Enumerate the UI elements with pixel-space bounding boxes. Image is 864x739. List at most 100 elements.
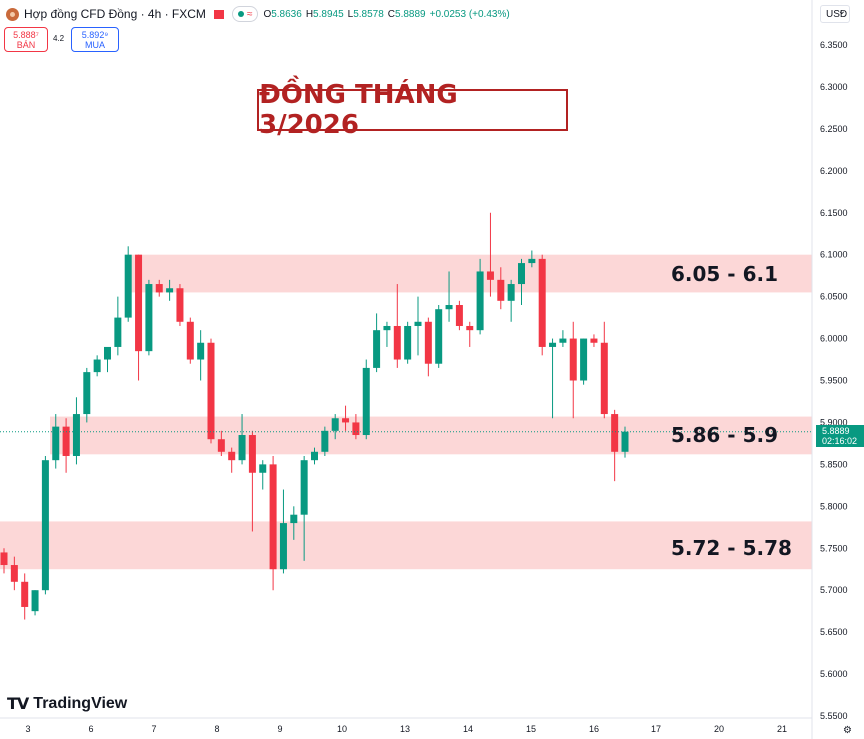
settings-icon[interactable]: ⚙	[843, 725, 852, 736]
price-tick-6: 5.8500	[820, 459, 848, 469]
time-tick-3: 8	[214, 724, 219, 734]
candle-29	[300, 455, 308, 561]
candle-28	[290, 506, 298, 540]
candle-35	[362, 359, 370, 440]
countdown-value: 02:16:02	[822, 436, 858, 446]
low-value: 5.8578	[353, 8, 384, 20]
zone-label-high: 6.05 - 6.1	[671, 262, 779, 286]
time-tick-10: 17	[651, 724, 661, 734]
last-price-value: 5.8889	[822, 426, 850, 436]
candle-58	[600, 321, 608, 419]
change-value: +0.0253 (+0.43%)	[429, 8, 510, 20]
market-open-dot-icon	[237, 11, 244, 17]
candle-21	[217, 430, 225, 456]
time-tick-7: 14	[463, 724, 473, 734]
spread-value: 4.2	[53, 34, 65, 43]
wave-icon: ≈	[246, 8, 253, 20]
candle-20	[207, 338, 215, 444]
close-value: 5.8889	[395, 8, 426, 20]
price-tick-14: 6.2500	[820, 124, 848, 134]
candle-33	[342, 405, 350, 431]
market-status-pill[interactable]: ≈	[231, 6, 259, 22]
tradingview-logo[interactable]: 𝗧𝗩 TradingView	[7, 694, 127, 714]
sell-button[interactable]: 5.888⁷ BÁN	[4, 27, 48, 52]
time-tick-5: 10	[337, 724, 347, 734]
price-zones	[0, 254, 812, 570]
candle-57	[590, 334, 598, 347]
candle-7	[72, 397, 80, 465]
candle-37	[383, 321, 391, 347]
brand-name: TradingView	[33, 695, 128, 712]
price-tick-2: 5.6500	[820, 627, 848, 637]
ohlc-values: O5.8636 H5.8945 L5.8578 C5.8889 +0.0253 …	[263, 8, 510, 20]
candle-27	[279, 489, 287, 574]
price-tick-11: 6.1000	[820, 250, 848, 260]
candle-5	[52, 414, 60, 469]
open-value: 5.8636	[271, 8, 302, 20]
buy-button[interactable]: 5.892⁹ MUA	[71, 27, 119, 52]
flag-icon[interactable]	[213, 9, 224, 19]
candle-12	[124, 246, 132, 322]
candle-16	[166, 279, 174, 301]
price-tick-4: 5.7500	[820, 543, 848, 553]
candle-52	[538, 254, 546, 356]
candle-31	[321, 426, 329, 456]
price-tick-7: 5.9000	[820, 417, 848, 427]
currency-select[interactable]: USD	[820, 5, 850, 23]
price-tick-10: 6.0500	[820, 292, 848, 302]
buy-price: 5.892⁹	[81, 29, 109, 40]
candle-47	[486, 212, 494, 297]
candle-32	[331, 414, 339, 440]
candle-42	[435, 305, 443, 368]
price-tick-0: 5.5500	[820, 711, 848, 721]
candle-45	[466, 321, 474, 347]
candle-19	[197, 330, 205, 381]
price-tick-15: 6.3000	[820, 82, 848, 92]
price-tick-8: 5.9500	[820, 376, 848, 386]
candle-23	[238, 414, 246, 465]
time-tick-9: 16	[589, 724, 599, 734]
chart-banner: ĐỒNG THÁNG 3/2026	[257, 80, 568, 140]
candle-34	[352, 414, 360, 440]
price-tick-12: 6.1500	[820, 208, 848, 218]
candle-15	[155, 279, 163, 297]
price-zone-0	[125, 254, 812, 293]
candle-26	[269, 455, 277, 591]
candle-41	[424, 317, 432, 377]
candle-30	[311, 447, 318, 465]
candle-24	[248, 430, 256, 532]
zone-label-mid: 5.86 - 5.9	[671, 423, 779, 447]
price-zone-2	[0, 521, 812, 570]
price-axis-background	[812, 0, 864, 739]
candle-6	[62, 418, 70, 473]
candle-14	[145, 279, 153, 356]
candle-8	[83, 367, 91, 423]
candle-50	[518, 258, 525, 306]
time-tick-12: 21	[777, 724, 787, 734]
time-tick-6: 13	[400, 724, 410, 734]
time-tick-1: 6	[88, 724, 93, 734]
zone-label-low: 5.72 - 5.78	[671, 536, 792, 560]
time-tick-4: 9	[277, 724, 282, 734]
candle-51	[528, 250, 536, 268]
price-zone-1	[50, 416, 812, 455]
candle-38	[393, 284, 401, 368]
sell-price: 5.888⁷	[13, 29, 39, 40]
price-tick-16: 6.3500	[820, 40, 848, 50]
candle-56	[580, 338, 588, 385]
candle-44	[455, 300, 463, 331]
copper-symbol-icon[interactable]	[6, 7, 19, 21]
candle-4	[41, 455, 49, 595]
symbol-title[interactable]: Hợp đồng CFD Đồng · 4h · FXCM	[24, 7, 206, 21]
candle-40	[414, 296, 422, 356]
candle-11	[114, 296, 122, 356]
candle-22	[228, 447, 236, 473]
price-tick-5: 5.8000	[820, 501, 848, 511]
price-axis: 5.5500 5.6000 5.6500 5.7000 5.7500 5.8000 5.85…	[820, 40, 848, 721]
buy-label: MUA	[85, 39, 105, 50]
candle-0	[0, 548, 8, 574]
candle-54	[559, 330, 567, 347]
candle-55	[569, 321, 577, 419]
time-tick-11: 20	[714, 724, 724, 734]
